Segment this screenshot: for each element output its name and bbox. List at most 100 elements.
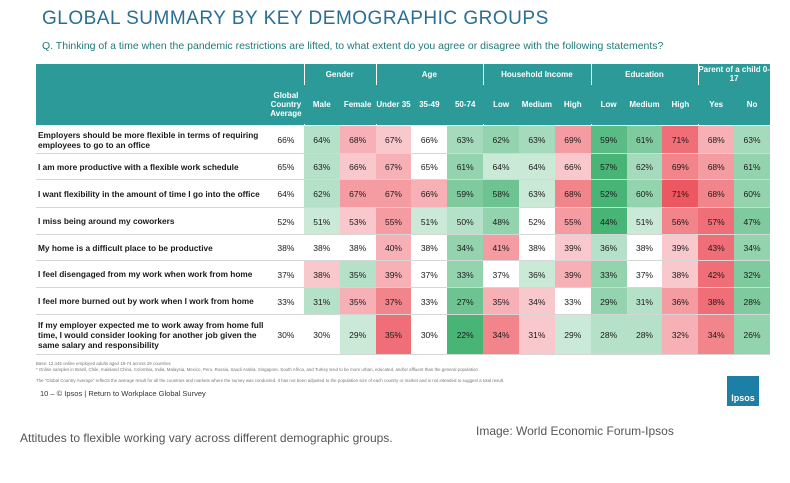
column-header: Medium [519,85,555,124]
data-cell: 32% [662,315,699,355]
data-cell: 38% [626,235,663,261]
row-divider [36,153,770,154]
data-cell: 38% [339,235,376,261]
data-cell: 64% [303,126,340,154]
data-cell: 55% [375,208,412,235]
data-cell: 33% [411,288,448,315]
data-cell: 33% [447,261,484,288]
data-cell: 37% [626,261,663,288]
data-cell: 68% [698,154,735,180]
data-cell: 35% [483,288,519,315]
data-cell: 52% [519,208,555,235]
footnote-samples: * Online samples in Brazil, Chile, mainl… [36,367,478,372]
data-cell: 71% [662,126,699,154]
data-cell: 64% [268,180,304,208]
row-statement: I feel more burned out by work when I wo… [38,296,254,307]
data-cell: 39% [375,261,412,288]
column-header: No [734,85,770,124]
column-header: Yes [698,85,735,124]
data-cell: 28% [626,315,663,355]
data-cell: 51% [626,208,663,235]
image-caption: Attitudes to flexible working vary acros… [20,431,393,445]
data-cell: 67% [339,180,376,208]
column-header: 35-49 [411,85,448,124]
data-cell: 28% [590,315,627,355]
data-cell: 67% [375,126,412,154]
column-header: Medium [626,85,663,124]
data-cell: 43% [698,235,735,261]
data-cell: 66% [411,126,448,154]
data-cell: 66% [339,154,376,180]
row-divider [36,179,770,180]
data-cell: 40% [375,235,412,261]
data-cell: 68% [698,180,735,208]
data-cell: 57% [698,208,735,235]
data-cell: 68% [698,126,735,154]
data-cell: 41% [483,235,519,261]
data-cell: 38% [411,235,448,261]
data-cell: 59% [447,180,484,208]
data-cell: 29% [339,315,376,355]
data-cell: 56% [662,208,699,235]
data-cell: 65% [411,154,448,180]
row-divider [36,207,770,208]
data-cell: 63% [519,180,555,208]
data-cell: 44% [590,208,627,235]
data-cell: 30% [303,315,340,355]
row-statement: I feel disengaged from my work when work… [38,269,253,280]
data-cell: 22% [447,315,484,355]
data-cell: 30% [268,315,304,355]
data-cell: 37% [268,261,304,288]
column-header: Under 35 [375,85,412,124]
data-cell: 31% [519,315,555,355]
data-cell: 39% [554,235,591,261]
row-divider [36,234,770,235]
data-cell: 65% [268,154,304,180]
data-cell: 34% [447,235,484,261]
data-cell: 53% [339,208,376,235]
data-cell: 34% [483,315,519,355]
data-cell: 71% [662,180,699,208]
data-cell: 66% [554,154,591,180]
data-cell: 67% [375,154,412,180]
data-cell: 67% [375,180,412,208]
data-cell: 69% [554,126,591,154]
data-cell: 31% [303,288,340,315]
group-header: Parent of a child 0-17 [698,64,770,84]
group-header: Education [590,64,699,84]
data-cell: 37% [375,288,412,315]
column-header: Female [339,85,376,124]
data-cell: 51% [411,208,448,235]
data-cell: 36% [519,261,555,288]
column-header: High [554,85,591,124]
image-credit: Image: World Economic Forum-Ipsos [476,424,674,438]
data-cell: 57% [590,154,627,180]
data-cell: 62% [483,126,519,154]
data-cell: 62% [626,154,663,180]
row-divider [36,287,770,288]
row-statement: Employers should be more flexible in ter… [38,129,259,150]
data-cell: 31% [626,288,663,315]
data-cell: 36% [662,288,699,315]
data-cell: 39% [554,261,591,288]
column-header: Low [483,85,519,124]
data-cell: 42% [698,261,735,288]
data-cell: 38% [268,235,304,261]
data-cell: 63% [447,126,484,154]
row-statement: If my employer expected me to work away … [38,319,264,351]
data-cell: 32% [734,261,770,288]
row-divider [36,260,770,261]
data-cell: 38% [662,261,699,288]
data-cell: 68% [339,126,376,154]
data-cell: 35% [375,315,412,355]
ipsos-logo: Ipsos [727,376,759,406]
data-cell: 27% [447,288,484,315]
row-statement: I miss being around my coworkers [38,216,175,227]
row-divider [36,354,770,355]
column-header: High [662,85,699,124]
data-cell: 38% [303,235,340,261]
column-header: Low [590,85,627,124]
data-cell: 55% [554,208,591,235]
row-statement: My home is a difficult place to be produ… [38,242,213,253]
data-cell: 34% [698,315,735,355]
